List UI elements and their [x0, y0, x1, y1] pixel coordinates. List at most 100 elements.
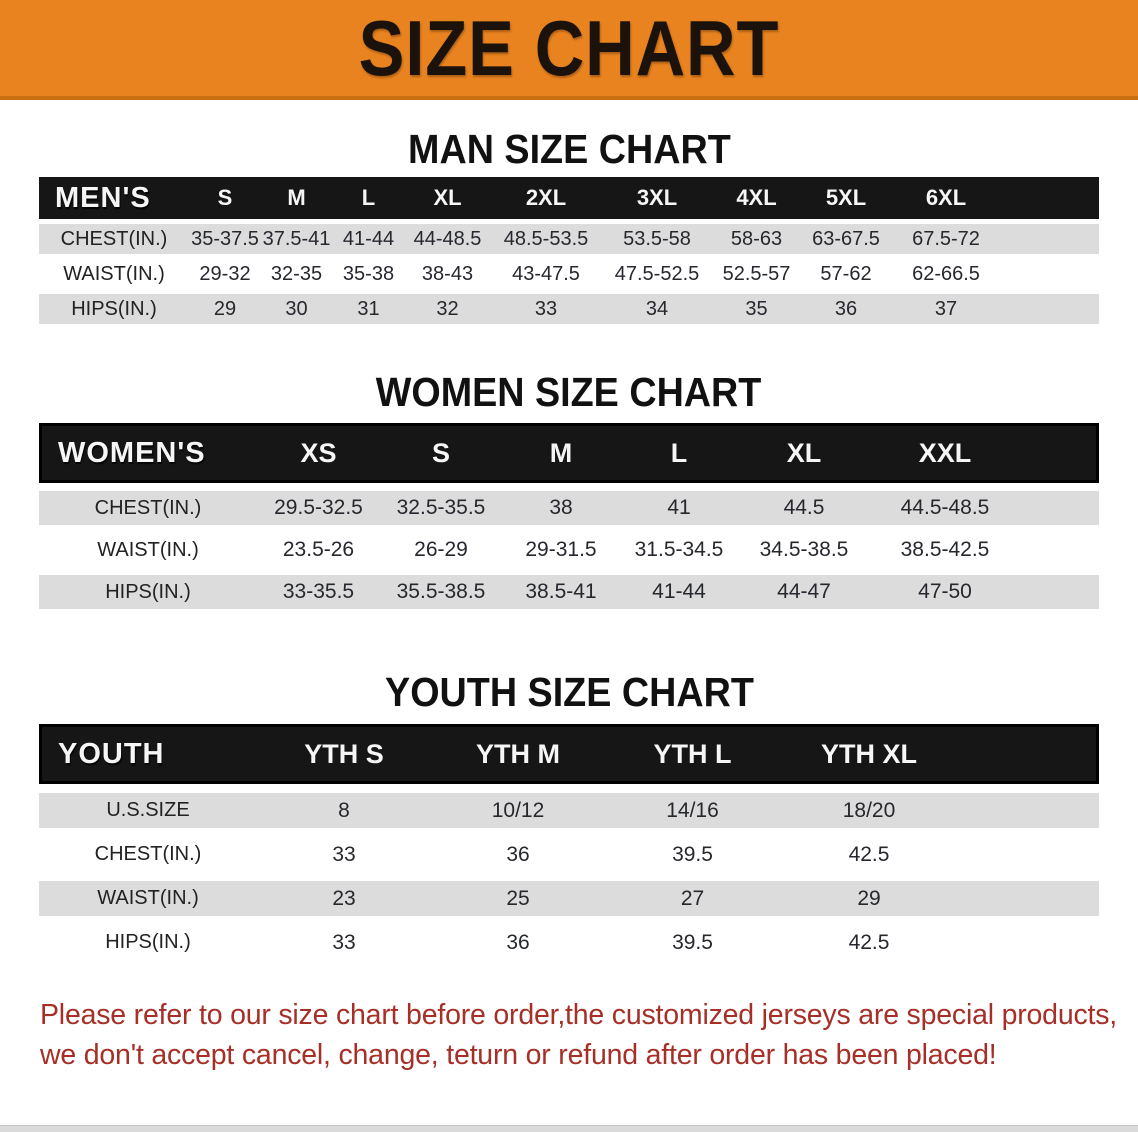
value-cell: 33: [490, 294, 602, 324]
value-cell: 47.5-52.5: [602, 259, 712, 289]
size-col-header: 3XL: [602, 177, 712, 219]
size-col-header: 5XL: [801, 177, 891, 219]
value-cell: 41-44: [332, 224, 405, 254]
value-cell: 36: [431, 837, 605, 872]
youth-section-heading: YOUTH SIZE CHART: [0, 669, 1138, 715]
value-cell: 42.5: [780, 837, 958, 872]
size-col-header: YTH L: [605, 724, 780, 784]
value-cell: 29-32: [189, 259, 261, 289]
spacer-cell: [958, 925, 1099, 960]
row-label: CHEST(IN.): [39, 837, 257, 872]
size-col-header: XL: [738, 423, 870, 483]
value-cell: 18/20: [780, 793, 958, 828]
value-cell: 33: [257, 925, 431, 960]
men-waist-row: WAIST(IN.) 29-32 32-35 35-38 38-43 43-47…: [39, 259, 1099, 289]
size-col-header: L: [620, 423, 738, 483]
value-cell: 32-35: [261, 259, 332, 289]
row-label: U.S.SIZE: [39, 793, 257, 828]
youth-header-row: YOUTH YTH S YTH M YTH L YTH XL: [39, 724, 1099, 784]
value-cell: 44-47: [738, 575, 870, 609]
value-cell: 44.5: [738, 491, 870, 525]
youth-ussize-row: U.S.SIZE 8 10/12 14/16 18/20: [39, 793, 1099, 828]
value-cell: 37.5-41: [261, 224, 332, 254]
women-table-title: WOMEN'S: [39, 423, 257, 483]
value-cell: 42.5: [780, 925, 958, 960]
spacer-cell: [1001, 294, 1099, 324]
row-label: CHEST(IN.): [39, 224, 189, 254]
size-col-header: 6XL: [891, 177, 1001, 219]
value-cell: 38.5-42.5: [870, 533, 1020, 567]
value-cell: 34: [602, 294, 712, 324]
size-col-header: 4XL: [712, 177, 801, 219]
row-label: HIPS(IN.): [39, 575, 257, 609]
size-col-header: M: [502, 423, 620, 483]
women-size-table: WOMEN'S XS S M L XL XXL CHEST(IN.) 29.5-…: [39, 415, 1099, 617]
men-table-title: MEN'S: [39, 177, 189, 219]
spacer-cell: [958, 724, 1099, 784]
value-cell: 39.5: [605, 837, 780, 872]
value-cell: 67.5-72: [891, 224, 1001, 254]
row-label: WAIST(IN.): [39, 533, 257, 567]
spacer-cell: [1020, 575, 1099, 609]
value-cell: 29.5-32.5: [257, 491, 380, 525]
women-hips-row: HIPS(IN.) 33-35.5 35.5-38.5 38.5-41 41-4…: [39, 575, 1099, 609]
value-cell: 35: [712, 294, 801, 324]
size-col-header: M: [261, 177, 332, 219]
youth-size-table: YOUTH YTH S YTH M YTH L YTH XL U.S.SIZE …: [39, 715, 1099, 969]
value-cell: 31: [332, 294, 405, 324]
row-label: HIPS(IN.): [39, 294, 189, 324]
size-col-header: 2XL: [490, 177, 602, 219]
men-section-heading: MAN SIZE CHART: [0, 126, 1138, 172]
bottom-edge-strip: [0, 1125, 1138, 1132]
disclaimer-line-2: we don't accept cancel, change, teturn o…: [40, 1039, 997, 1071]
value-cell: 34.5-38.5: [738, 533, 870, 567]
size-col-header: YTH S: [257, 724, 431, 784]
youth-hips-row: HIPS(IN.) 33 36 39.5 42.5: [39, 925, 1099, 960]
value-cell: 33: [257, 837, 431, 872]
value-cell: 23.5-26: [257, 533, 380, 567]
row-label: WAIST(IN.): [39, 259, 189, 289]
spacer-cell: [1001, 177, 1099, 219]
women-chest-row: CHEST(IN.) 29.5-32.5 32.5-35.5 38 41 44.…: [39, 491, 1099, 525]
row-label: HIPS(IN.): [39, 925, 257, 960]
disclaimer-line-1: Please refer to our size chart before or…: [40, 999, 1118, 1031]
youth-waist-row: WAIST(IN.) 23 25 27 29: [39, 881, 1099, 916]
size-col-header: YTH XL: [780, 724, 958, 784]
value-cell: 36: [431, 925, 605, 960]
value-cell: 57-62: [801, 259, 891, 289]
value-cell: 32: [405, 294, 490, 324]
spacer-cell: [958, 881, 1099, 916]
value-cell: 41-44: [620, 575, 738, 609]
youth-table-title: YOUTH: [39, 724, 257, 784]
value-cell: 37: [891, 294, 1001, 324]
value-cell: 38.5-41: [502, 575, 620, 609]
size-col-header: S: [380, 423, 502, 483]
value-cell: 29: [780, 881, 958, 916]
value-cell: 62-66.5: [891, 259, 1001, 289]
value-cell: 44-48.5: [405, 224, 490, 254]
size-col-header: L: [332, 177, 405, 219]
spacer-cell: [958, 837, 1099, 872]
value-cell: 53.5-58: [602, 224, 712, 254]
men-heading-text: MAN SIZE CHART: [407, 126, 731, 172]
women-section-heading: WOMEN SIZE CHART: [0, 369, 1138, 415]
value-cell: 25: [431, 881, 605, 916]
value-cell: 31.5-34.5: [620, 533, 738, 567]
spacer-cell: [1020, 533, 1099, 567]
value-cell: 8: [257, 793, 431, 828]
women-waist-row: WAIST(IN.) 23.5-26 26-29 29-31.5 31.5-34…: [39, 533, 1099, 567]
value-cell: 32.5-35.5: [380, 491, 502, 525]
value-cell: 23: [257, 881, 431, 916]
value-cell: 35-37.5: [189, 224, 261, 254]
disclaimer-note: Please refer to our size chart before or…: [40, 995, 1138, 1075]
value-cell: 39.5: [605, 925, 780, 960]
banner: SIZE CHART: [0, 0, 1138, 100]
value-cell: 10/12: [431, 793, 605, 828]
value-cell: 35-38: [332, 259, 405, 289]
spacer-cell: [1020, 423, 1099, 483]
value-cell: 38-43: [405, 259, 490, 289]
value-cell: 14/16: [605, 793, 780, 828]
row-label: CHEST(IN.): [39, 491, 257, 525]
size-col-header: XL: [405, 177, 490, 219]
spacer-cell: [1020, 491, 1099, 525]
